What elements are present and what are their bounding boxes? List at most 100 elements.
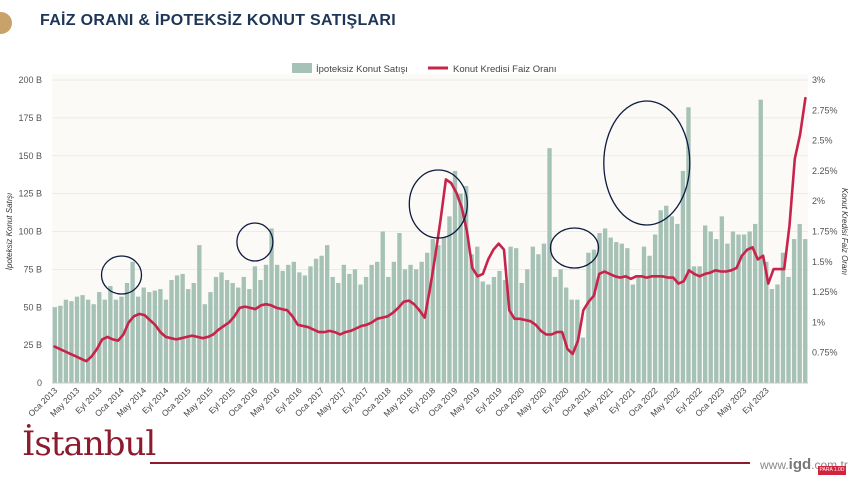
left-axis-title: İpoteksiz Konut Satışı [5, 193, 14, 270]
right-tick-label: 2.25% [812, 166, 838, 176]
bar [191, 283, 196, 383]
legend-label-bar: İpoteksiz Konut Satışı [316, 64, 408, 75]
bar [263, 264, 269, 383]
bar [224, 279, 230, 383]
bar [291, 261, 296, 383]
bar [780, 252, 786, 383]
bar [597, 233, 602, 383]
bar [652, 234, 658, 383]
bar [708, 231, 713, 383]
interest-rate-line [53, 96, 807, 363]
bar [102, 299, 107, 383]
bar [419, 261, 424, 383]
bar [530, 246, 536, 383]
bar [702, 225, 708, 383]
bar [564, 287, 569, 383]
bar [619, 243, 624, 383]
bar [680, 170, 686, 383]
bar [319, 255, 324, 383]
bar [135, 296, 141, 383]
bar [163, 299, 169, 383]
bar [241, 276, 246, 383]
left-tick-label: 50 B [23, 302, 42, 312]
bar [447, 216, 452, 383]
left-tick-label: 200 B [18, 75, 42, 85]
bar [169, 279, 174, 383]
bar [425, 252, 430, 383]
bar [63, 299, 69, 383]
chart-legend: İpoteksiz Konut Satışı Konut Kredisi Faiz… [292, 63, 557, 75]
bar [475, 246, 480, 383]
bar [391, 261, 397, 383]
bar [124, 283, 130, 383]
bar [347, 273, 352, 383]
bar [386, 276, 391, 383]
left-tick-label: 100 B [18, 227, 42, 237]
bar [641, 246, 647, 383]
bar [402, 269, 408, 383]
bar [769, 289, 775, 383]
bar [525, 269, 530, 383]
footer-divider [150, 462, 750, 464]
bar [719, 216, 725, 383]
bar [274, 264, 280, 383]
bar [547, 148, 552, 383]
line-series [53, 96, 807, 363]
bar [775, 284, 780, 383]
bar [119, 296, 124, 383]
annotation-ellipse [100, 255, 143, 295]
bar [352, 269, 358, 383]
bar [286, 264, 291, 383]
bar [308, 266, 313, 383]
right-tick-label: 2.75% [812, 105, 838, 115]
bar [380, 231, 385, 383]
bar [625, 248, 630, 383]
corner-tab-decoration [0, 12, 12, 34]
bar [558, 269, 563, 383]
bar [758, 99, 763, 383]
bar [658, 210, 663, 383]
bar [152, 290, 158, 383]
bar [697, 266, 702, 383]
bar [58, 305, 63, 383]
legend-swatch-bar [292, 63, 312, 73]
bar [341, 264, 347, 383]
bar [158, 289, 163, 383]
bar [324, 245, 330, 383]
right-tick-label: 2% [812, 196, 825, 206]
bar [586, 252, 591, 383]
bar [413, 269, 419, 383]
bar [430, 239, 435, 383]
bar [647, 255, 652, 383]
bar [691, 266, 697, 383]
annotation-ellipse [236, 222, 274, 262]
annotation-ellipse [603, 100, 691, 226]
bar [502, 279, 508, 383]
bar [519, 283, 524, 383]
bar [608, 237, 613, 383]
bar [80, 295, 85, 383]
bar [669, 216, 674, 383]
bar [714, 239, 719, 383]
bar [463, 186, 469, 383]
bar [458, 193, 463, 383]
bar [536, 254, 541, 383]
web-prefix: www. [760, 458, 789, 472]
bar [280, 270, 285, 383]
bar [747, 231, 752, 383]
bar [52, 307, 57, 383]
bar [614, 242, 619, 383]
bar [569, 299, 574, 383]
bar [141, 287, 146, 383]
bar [247, 289, 252, 383]
bar [486, 284, 491, 383]
istanbul-logo: İstanbul [22, 424, 156, 464]
bar [497, 270, 502, 383]
bar [630, 284, 636, 383]
bar [764, 261, 769, 383]
right-tick-label: 1.5% [812, 257, 833, 267]
bar [91, 304, 96, 383]
right-axis-title: Konut Kredisi Faiz Oranı [840, 188, 849, 275]
bar [675, 223, 680, 383]
